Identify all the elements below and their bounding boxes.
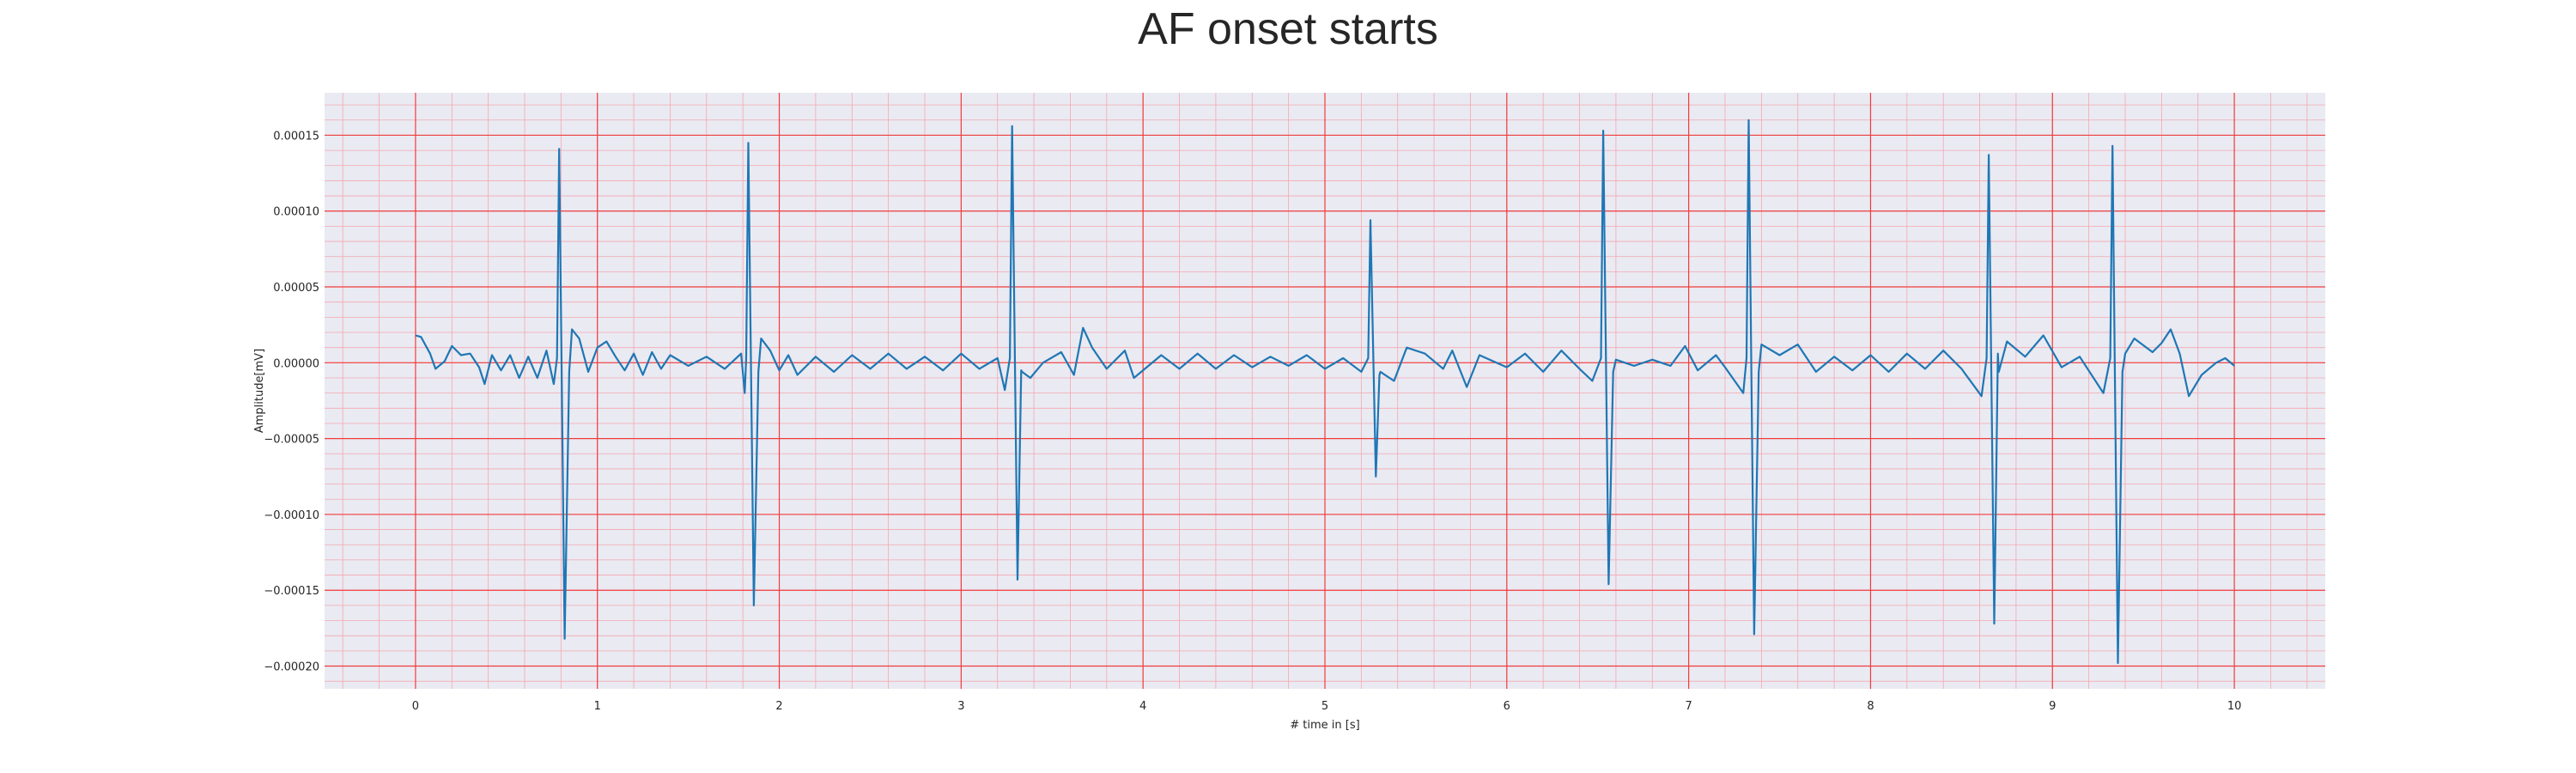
x-tick-label: 3 <box>957 700 964 713</box>
chart-title: AF onset starts <box>1138 4 1438 54</box>
x-tick-label: 5 <box>1321 700 1328 713</box>
y-tick-label: 0.00010 <box>273 206 319 219</box>
y-axis-label: Amplitude[mV] <box>253 349 266 433</box>
x-tick-labels: 0 1 2 3 4 5 6 7 8 9 10 <box>412 700 2242 713</box>
y-tick-label: 0.00005 <box>273 282 319 295</box>
x-tick-label: 2 <box>775 700 782 713</box>
x-tick-label: 10 <box>2227 700 2242 713</box>
y-tick-label: −0.00020 <box>264 661 319 674</box>
x-tick-label: 4 <box>1139 700 1146 713</box>
ecg-signal-line <box>415 119 2235 665</box>
x-tick-label: 6 <box>1504 700 1510 713</box>
x-tick-label: 0 <box>412 700 419 713</box>
x-tick-label: 1 <box>594 700 601 713</box>
x-tick-label: 7 <box>1685 700 1692 713</box>
x-axis-label: # time in [s] <box>1290 719 1359 732</box>
y-tick-label: −0.00015 <box>264 585 319 598</box>
y-tick-label: −0.00010 <box>264 509 319 522</box>
y-tick-labels: 0.00015 0.00010 0.00005 0.00000 −0.00005 −0.0… <box>264 130 319 673</box>
y-tick-label: −0.00005 <box>264 434 319 447</box>
x-tick-label: 8 <box>1867 700 1874 713</box>
x-tick-label: 9 <box>2049 700 2056 713</box>
y-tick-label: 0.00015 <box>273 130 319 143</box>
y-tick-label: 0.00000 <box>273 357 319 370</box>
